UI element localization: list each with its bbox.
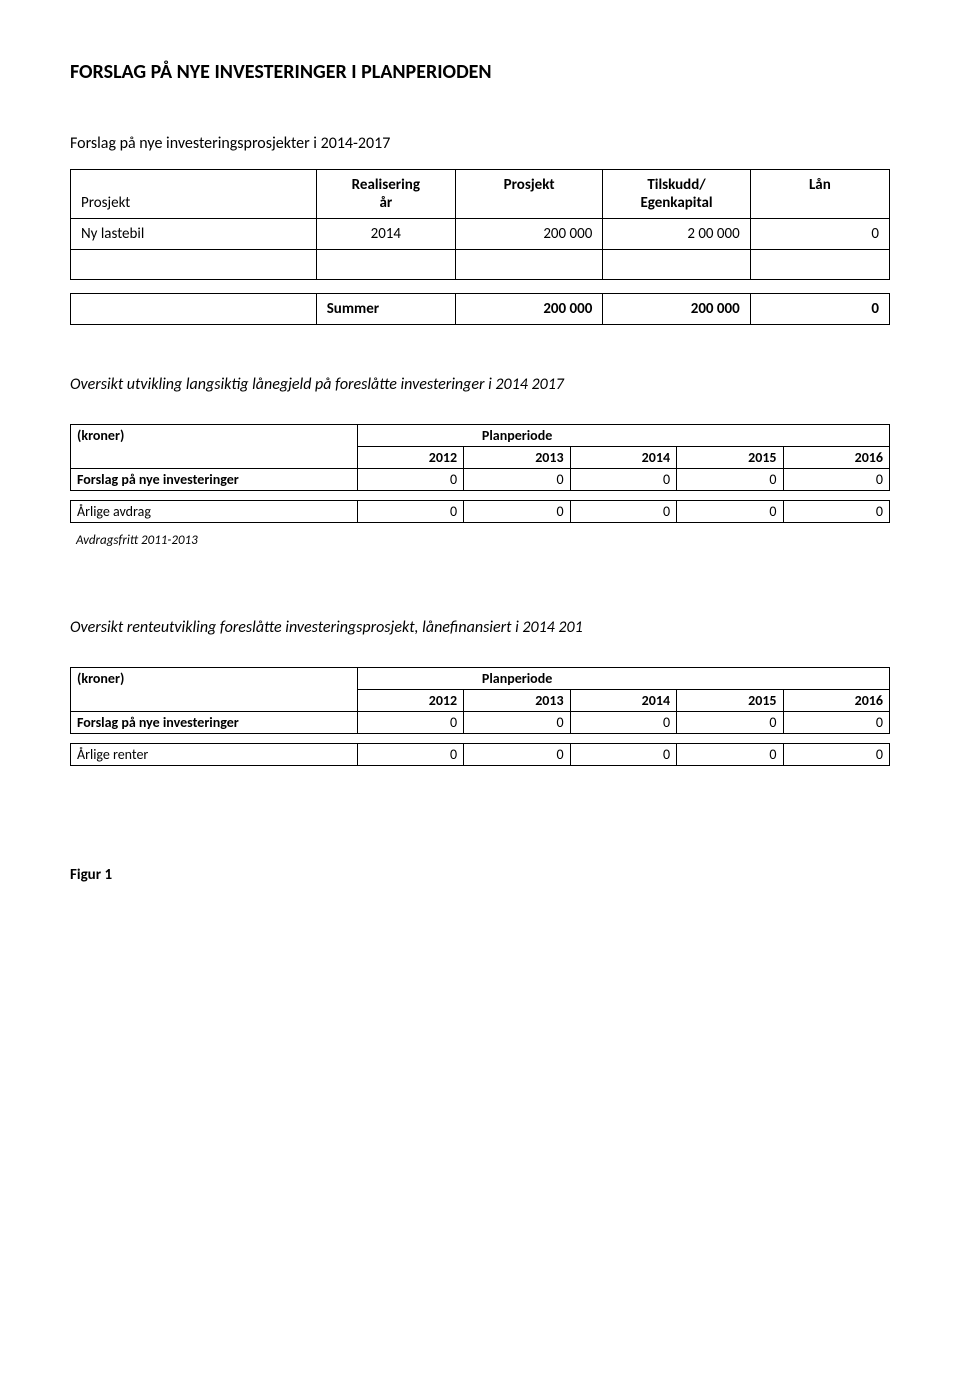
t1-r1-c5: 0 — [750, 219, 889, 250]
t3-r1-v2: 0 — [464, 469, 570, 491]
t4-r2-v1: 0 — [357, 744, 463, 766]
t3-r2-label: Årlige avdrag — [71, 501, 358, 523]
t3-y2: 2013 — [464, 447, 570, 469]
t4-r2-v5: 0 — [783, 744, 889, 766]
t1-hdr-tilskudd: Tilskudd/ — [613, 176, 739, 194]
t4-y2: 2013 — [464, 690, 570, 712]
table-row: Ny lastebil 2014 200 000 2 00 000 0 — [71, 219, 890, 250]
t1-hdr-lan: Lån — [809, 176, 831, 194]
t4-y4: 2015 — [677, 690, 783, 712]
t4-y1: 2012 — [357, 690, 463, 712]
t3-y3: 2014 — [570, 447, 676, 469]
t1-r1-c2: 2014 — [316, 219, 455, 250]
t4-r1-v3: 0 — [570, 712, 676, 734]
t4-r1-v5: 0 — [783, 712, 889, 734]
t3-r2-v4: 0 — [677, 501, 783, 523]
t3-r2-v5: 0 — [783, 501, 889, 523]
t1-hdr-egenkapital: Egenkapital — [613, 194, 739, 212]
t4-y5: 2016 — [783, 690, 889, 712]
subhead-2: Oversikt utvikling langsiktig lånegjeld … — [70, 375, 890, 394]
t1-r1-c3: 200 000 — [455, 219, 602, 250]
t3-pp-label: Planperiode — [357, 425, 676, 447]
figure-label: Figur 1 — [70, 866, 890, 884]
t1-sum-label: Summer — [316, 294, 455, 325]
t4-r1-v2: 0 — [464, 712, 570, 734]
t4-pp-label: Planperiode — [357, 668, 676, 690]
t4-r1-v1: 0 — [357, 712, 463, 734]
t3-note: Avdragsfritt 2011-2013 — [70, 533, 890, 548]
table-row: Summer 200 000 200 000 0 — [71, 294, 890, 325]
t3-r1-v4: 0 — [677, 469, 783, 491]
subhead-3: Oversikt renteutvikling foreslåtte inves… — [70, 618, 890, 637]
t1-hdr-realisering: Realisering — [327, 176, 445, 194]
t4-r1-label: Forslag på nye investeringer — [71, 712, 358, 734]
t1-r1-c4: 2 00 000 — [603, 219, 750, 250]
t1-sum-c5: 0 — [750, 294, 889, 325]
t3-kroner: (kroner) — [71, 425, 358, 447]
table-row: Årlige avdrag 0 0 0 0 0 — [71, 501, 890, 523]
table-row: Årlige renter 0 0 0 0 0 — [71, 744, 890, 766]
table-row: Forslag på nye investeringer 0 0 0 0 0 — [71, 469, 890, 491]
t1-hdr-prosjekt2: Prosjekt — [504, 176, 555, 194]
t3-r1-v3: 0 — [570, 469, 676, 491]
t3-r2-v2: 0 — [464, 501, 570, 523]
table-investments: Prosjekt Realisering år Prosjekt Tilskud… — [70, 169, 890, 325]
t3-r2-v3: 0 — [570, 501, 676, 523]
t3-y1: 2012 — [357, 447, 463, 469]
t3-y5: 2016 — [783, 447, 889, 469]
t3-y4: 2015 — [677, 447, 783, 469]
t3-r2-v1: 0 — [357, 501, 463, 523]
t1-hdr-prosjekt: Prosjekt — [81, 194, 130, 212]
page-heading: FORSLAG PÅ NYE INVESTERINGER I PLANPERIO… — [70, 60, 890, 84]
t4-r2-v2: 0 — [464, 744, 570, 766]
table-row — [71, 250, 890, 280]
t3-r1-label: Forslag på nye investeringer — [71, 469, 358, 491]
table-planperiode-1: (kroner) Planperiode 2012 2013 2014 2015… — [70, 424, 890, 523]
t4-kroner: (kroner) — [71, 668, 358, 690]
t3-r1-v1: 0 — [357, 469, 463, 491]
t4-r1-v4: 0 — [677, 712, 783, 734]
t4-r2-v3: 0 — [570, 744, 676, 766]
t1-sum-c4: 200 000 — [603, 294, 750, 325]
t1-sum-c3: 200 000 — [455, 294, 602, 325]
table-planperiode-2: (kroner) Planperiode 2012 2013 2014 2015… — [70, 667, 890, 766]
t4-y3: 2014 — [570, 690, 676, 712]
t4-r2-v4: 0 — [677, 744, 783, 766]
t3-r1-v5: 0 — [783, 469, 889, 491]
t1-r1-c1: Ny lastebil — [71, 219, 317, 250]
t1-hdr-ar: år — [327, 194, 445, 212]
table-row: Forslag på nye investeringer 0 0 0 0 0 — [71, 712, 890, 734]
t4-r2-label: Årlige renter — [71, 744, 358, 766]
subhead-1: Forslag på nye investeringsprosjekter i … — [70, 134, 890, 153]
